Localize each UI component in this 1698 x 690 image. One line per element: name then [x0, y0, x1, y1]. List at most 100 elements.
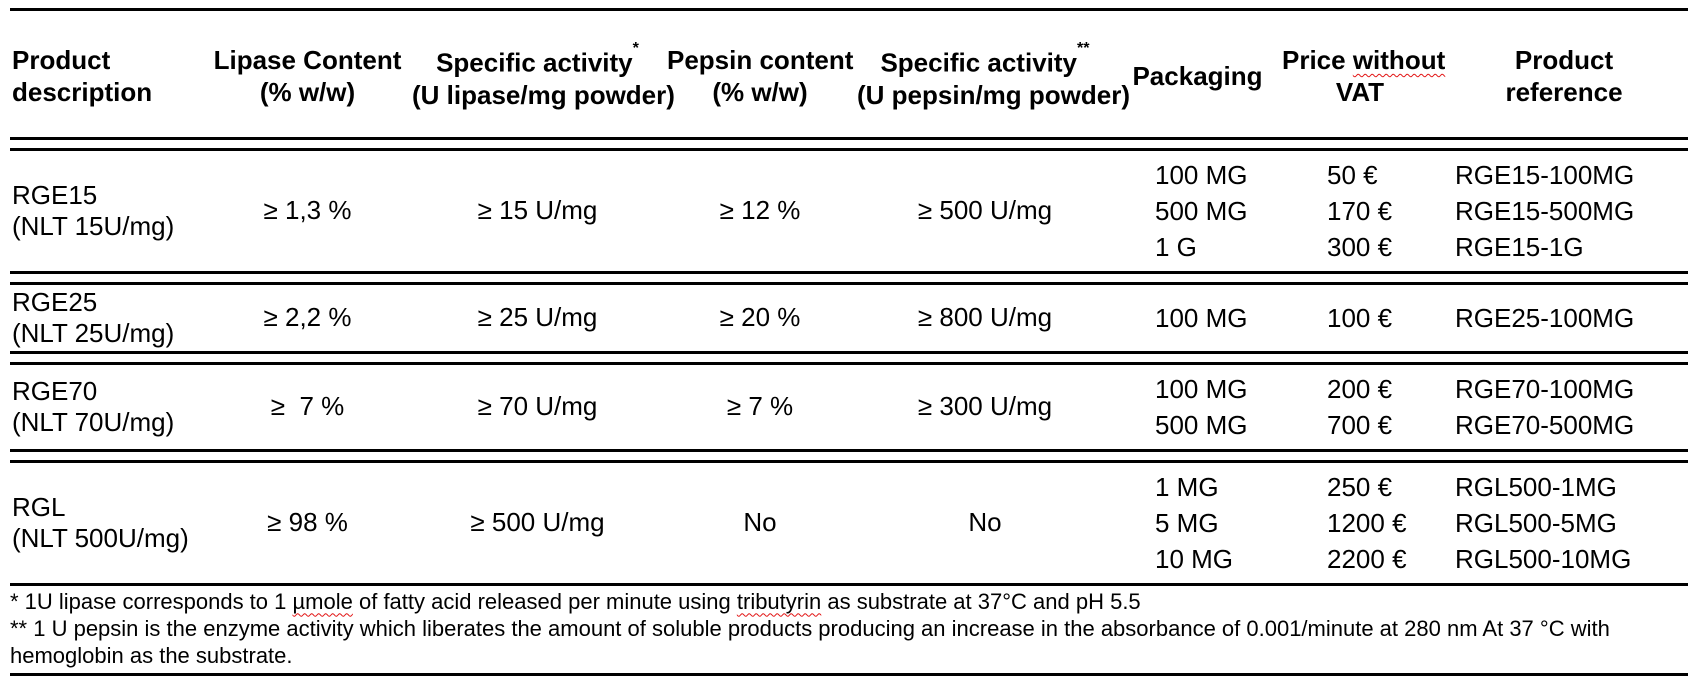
header-specific-activity-pepsin: Specific activity** (U pepsin/mg powder) — [855, 10, 1130, 137]
packaging-value: 100 MG — [1155, 159, 1248, 190]
reference-value: RGE70-100MG — [1455, 373, 1635, 404]
header-line: reference — [1442, 76, 1686, 108]
price-value: 50 € — [1327, 159, 1378, 190]
reference-value: RGE15-100MG — [1455, 159, 1635, 190]
cell-price: 200 € 700 € — [1280, 365, 1440, 449]
text-part: (% w/w) — [259, 76, 356, 107]
cell-specific-activity-lipase: ≥ 25 U/mg — [477, 302, 598, 333]
product-name-line: (NLT 70U/mg) — [12, 406, 175, 437]
footnotes: * 1U lipase corresponds to 1 µmole of fa… — [10, 588, 1688, 676]
row-divider-after-row-2 — [10, 350, 1688, 365]
header-price-without-vat: Price without VAT — [1280, 10, 1445, 137]
product-name-line: RGL — [12, 491, 66, 522]
product-row-rge15: RGE15 (NLT 15U/mg) ≥ 1,3 % ≥ 15 U/mg ≥ 12 % ≥… — [10, 151, 1688, 271]
footnote-2: ** 1 U pepsin is the enzyme activity whi… — [10, 615, 1688, 669]
cell-reference: RGE15-100MG RGE15-500MG RGE15-1G — [1440, 151, 1688, 271]
header-line: (% w/w) — [207, 76, 408, 108]
text-part: ** — [1077, 39, 1090, 58]
cell-packaging: 1 MG 5 MG 10 MG — [1115, 463, 1280, 583]
header-line: Specific activity** — [857, 39, 1113, 79]
row-divider-after-row-1 — [10, 270, 1688, 285]
header-specific-activity-lipase: Specific activity* (U lipase/mg powder) — [410, 10, 675, 137]
cell-specific-activity-lipase: ≥ 15 U/mg — [477, 195, 598, 226]
header-packaging: Packaging — [1115, 10, 1280, 137]
cell-reference: RGE70-100MG RGE70-500MG — [1440, 365, 1688, 449]
price-value: 170 € — [1327, 195, 1393, 226]
packaging-value: 1 G — [1155, 231, 1197, 262]
double-rule — [10, 448, 1688, 463]
header-line: Pepsin content — [667, 44, 853, 76]
reference-value: RGE70-500MG — [1455, 409, 1635, 440]
cell-pepsin-content: ≥ 20 % — [719, 302, 801, 333]
price-value: 300 € — [1327, 231, 1393, 262]
header-line: Specific activity* — [412, 39, 663, 79]
cell-price: 50 € 170 € 300 € — [1280, 151, 1440, 271]
text-part: (U pepsin/mg powder) — [857, 79, 1130, 110]
text-part: (U lipase/mg powder) — [412, 79, 675, 110]
product-price-table: Product description Lipase Content (% w/w) S… — [10, 8, 1688, 586]
product-row-rge25: RGE25 (NLT 25U/mg) ≥ 2,2 % ≥ 25 U/mg ≥ 20 % ≥… — [10, 285, 1688, 351]
price-value: 200 € — [1327, 373, 1393, 404]
packaging-value: 500 MG — [1155, 195, 1248, 226]
cell-pepsin-content: ≥ 12 % — [719, 195, 801, 226]
product-name-line: (NLT 25U/mg) — [12, 317, 175, 348]
spellcheck-flagged-word: without — [1352, 44, 1446, 75]
header-product-reference: Product reference — [1440, 10, 1688, 137]
text-part: * — [632, 39, 639, 58]
row-divider-after-row-3 — [10, 448, 1688, 463]
cell-packaging: 100 MG 500 MG 1 G — [1115, 151, 1280, 271]
text-part: Lipase Content — [213, 44, 402, 75]
packaging-value: 10 MG — [1155, 543, 1234, 574]
text-part: as substrate at 37°C and pH 5.5 — [821, 588, 1141, 614]
text-part: description — [12, 76, 153, 107]
text-part: of fatty acid released per minute using — [352, 588, 737, 614]
product-name-line: RGE15 — [12, 179, 98, 210]
double-rule — [10, 270, 1688, 285]
header-line: Packaging — [1117, 60, 1278, 92]
reference-value: RGE15-500MG — [1455, 195, 1635, 226]
footnote-1: * 1U lipase corresponds to 1 µmole of fa… — [10, 588, 1688, 615]
header-line: Price without — [1282, 44, 1445, 76]
header-line: (U pepsin/mg powder) — [857, 79, 1130, 111]
cell-specific-activity-pepsin: ≥ 300 U/mg — [917, 391, 1053, 422]
cell-product-description: RGE70 (NLT 70U/mg) — [10, 365, 205, 449]
product-name-line: RGE25 — [12, 286, 98, 317]
header-line: Product — [1442, 44, 1686, 76]
cell-product-description: RGL (NLT 500U/mg) — [10, 463, 205, 583]
text-part: Product — [1514, 44, 1614, 75]
packaging-value: 500 MG — [1155, 409, 1248, 440]
packaging-value: 100 MG — [1155, 373, 1248, 404]
text-part: Product — [12, 44, 111, 75]
reference-value: RGE15-1G — [1455, 231, 1584, 262]
packaging-value: 5 MG — [1155, 507, 1219, 538]
product-row-rge70: RGE70 (NLT 70U/mg) ≥ 7 % ≥ 70 U/mg ≥ 7 % ≥ 30… — [10, 365, 1688, 449]
text-part: Price — [1282, 44, 1353, 75]
text-part: VAT — [1335, 76, 1385, 107]
product-name-line: (NLT 500U/mg) — [12, 522, 189, 553]
cell-specific-activity-lipase: ≥ 500 U/mg — [470, 507, 605, 538]
header-lipase-content: Lipase Content (% w/w) — [205, 10, 410, 137]
cell-reference: RGL500-1MG RGL500-5MG RGL500-10MG — [1440, 463, 1688, 583]
text-part: ** 1 U pepsin is the enzyme activity whi… — [10, 615, 1610, 668]
price-value: 700 € — [1327, 409, 1393, 440]
product-name-line: (NLT 15U/mg) — [12, 210, 175, 241]
cell-packaging: 100 MG 500 MG — [1115, 365, 1280, 449]
cell-specific-activity-lipase: ≥ 70 U/mg — [477, 391, 598, 422]
cell-packaging: 100 MG — [1115, 285, 1280, 351]
cell-lipase-content: ≥ 2,2 % — [263, 302, 352, 333]
cell-product-description: RGE25 (NLT 25U/mg) — [10, 285, 205, 351]
cell-pepsin-content: No — [743, 507, 777, 538]
header-product-description: Product description — [10, 10, 205, 137]
row-divider-after-row-4 — [10, 582, 1688, 586]
cell-price: 100 € — [1280, 285, 1440, 351]
reference-value: RGL500-10MG — [1455, 543, 1632, 574]
cell-product-description: RGE15 (NLT 15U/mg) — [10, 151, 205, 271]
table-head: Product description Lipase Content (% w/w) S… — [10, 10, 1688, 151]
text-part: Specific activity — [880, 47, 1077, 78]
header-line: Product — [12, 44, 203, 76]
cell-lipase-content: ≥ 1,3 % — [263, 195, 352, 226]
cell-lipase-content: ≥ 98 % — [267, 507, 348, 538]
price-value: 100 € — [1327, 302, 1393, 333]
price-value: 1200 € — [1327, 507, 1407, 538]
